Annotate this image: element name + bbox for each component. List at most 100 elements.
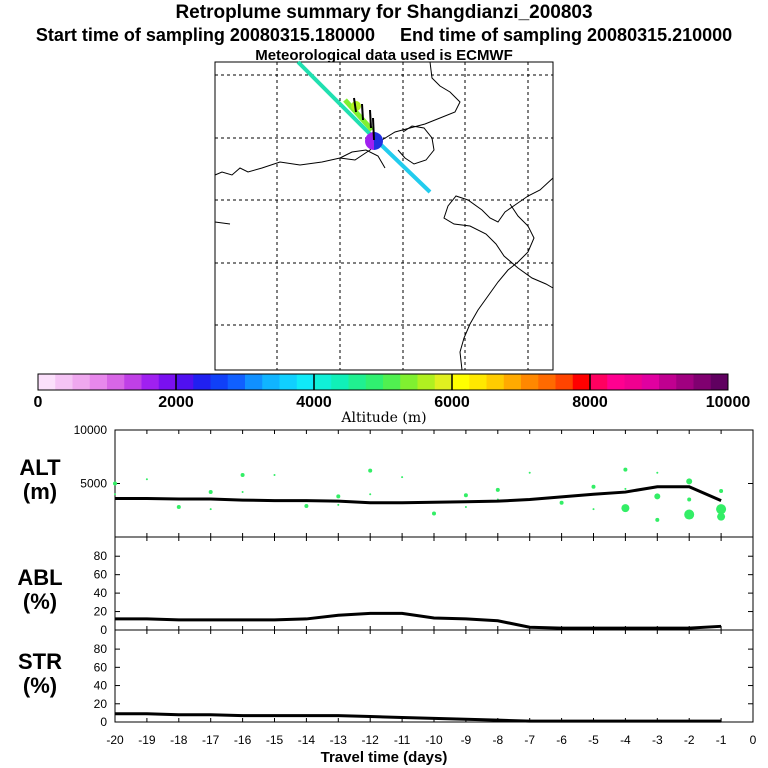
altitude-point [113, 481, 117, 486]
colorbar-cell [452, 374, 470, 390]
altitude-point [684, 509, 695, 520]
map-gridlines [215, 62, 553, 370]
colorbar-cell [607, 374, 625, 390]
colorbar-cell [107, 374, 125, 390]
colorbar-cell [227, 374, 246, 390]
colorbar-tick-label: 6000 [434, 394, 470, 411]
colorbar-cell [262, 374, 280, 390]
x-axis-title: Travel time (days) [320, 749, 448, 766]
abl-unit: (%) [22, 589, 58, 614]
abl-label: ABL [17, 565, 63, 590]
colorbar-tick-label: 0 [33, 394, 43, 411]
colorbar-cell [400, 374, 418, 390]
altitude-point [655, 517, 660, 522]
x-tick-label: -19 [138, 733, 156, 747]
y-tick-label: 80 [94, 642, 108, 656]
release-site-marker [374, 132, 383, 150]
colorbar-cell [624, 374, 643, 390]
colorbar-cell [659, 374, 677, 390]
colorbar-cell [193, 374, 211, 390]
map-frame [214, 61, 554, 371]
str-axis-label: STR (%) [0, 650, 80, 698]
altitude-point [176, 505, 181, 510]
plume-trajectory [296, 60, 432, 194]
abl-line [115, 611, 722, 630]
plume-segment-mid [296, 60, 378, 142]
altitude-point [337, 503, 340, 506]
x-tick-label: -2 [684, 733, 695, 747]
x-tick-label: -10 [425, 733, 443, 747]
x-tick-label: -5 [588, 733, 599, 747]
colorbar-cell [55, 374, 73, 390]
colorbar-cell [469, 374, 487, 390]
colorbar-cell [555, 374, 574, 390]
plume-segment-high [343, 98, 374, 132]
y-tick-label: 0 [100, 623, 107, 637]
colorbar-cell [693, 374, 712, 390]
x-tick-label: 0 [750, 733, 757, 747]
x-tick-label: -16 [234, 733, 252, 747]
y-tick-label: 40 [94, 679, 108, 693]
x-tick-label: -9 [461, 733, 472, 747]
altitude-point [591, 484, 596, 489]
colorbar-cell [590, 374, 608, 390]
altitude-point [240, 472, 245, 477]
altitude-point [592, 508, 595, 511]
end-time-label: End time of sampling 20080315.210000 [400, 25, 733, 45]
alt-axis-label: ALT (m) [0, 456, 80, 504]
colorbar-cell [503, 374, 522, 390]
plume-segment-low [374, 138, 432, 194]
colorbar-cell [348, 374, 367, 390]
colorbar-cell [331, 374, 349, 390]
abl-axis-label: ABL (%) [0, 566, 80, 614]
altitude-point [654, 493, 661, 500]
y-tick-label: 40 [94, 586, 108, 600]
y-tick-label: 60 [94, 660, 108, 674]
abl-panel-frame [114, 536, 754, 631]
alt-label: ALT [19, 455, 61, 480]
str-unit: (%) [22, 673, 58, 698]
colorbar-tick-label: 2000 [158, 394, 194, 411]
map-coastlines [214, 61, 554, 371]
altitude-point [656, 471, 659, 474]
altitude-point [369, 493, 372, 496]
y-tick-label: 0 [100, 715, 107, 729]
altitude-point [717, 512, 726, 521]
altitude-point [623, 467, 628, 472]
colorbar-cell [38, 374, 56, 390]
altitude-point [208, 490, 213, 495]
x-tick-label: -8 [492, 733, 503, 747]
x-tick-label: -4 [620, 733, 631, 747]
colorbar-cell [383, 374, 401, 390]
altitude-point [495, 487, 500, 492]
sampling-times: Start time of sampling 20080315.180000 E… [0, 25, 768, 45]
colorbar-tick-label: 8000 [572, 394, 608, 411]
altitude-point [401, 476, 404, 479]
x-tick-label: -3 [652, 733, 663, 747]
chart-title: Retroplume summary for Shangdianzi_20080… [175, 2, 593, 23]
colorbar-cell [296, 374, 315, 390]
plume-spike [353, 97, 357, 113]
plume-spike [372, 117, 375, 141]
altitude-point [464, 506, 467, 509]
colorbar-cell [538, 374, 556, 390]
str-panel-frame [114, 629, 754, 723]
x-tick-label: -20 [106, 733, 124, 747]
x-tick-label: -1 [716, 733, 727, 747]
altitude-point [432, 511, 436, 516]
met-data-label: Meteorological data used is ECMWF [255, 47, 513, 64]
colorbar-cell [676, 374, 694, 390]
x-tick-label: -6 [556, 733, 567, 747]
alt-unit: (m) [22, 479, 58, 504]
x-tick-label: -11 [394, 733, 411, 747]
altitude-point [686, 478, 693, 485]
y-tick-label: 20 [94, 697, 108, 711]
altitude-point [687, 497, 692, 502]
str-label: STR [18, 649, 62, 674]
colorbar-cell [176, 374, 194, 390]
y-tick-label: 20 [94, 605, 108, 619]
colorbar-cell [124, 374, 142, 390]
altitude-point [241, 491, 244, 494]
colorbar-cell [417, 374, 436, 390]
